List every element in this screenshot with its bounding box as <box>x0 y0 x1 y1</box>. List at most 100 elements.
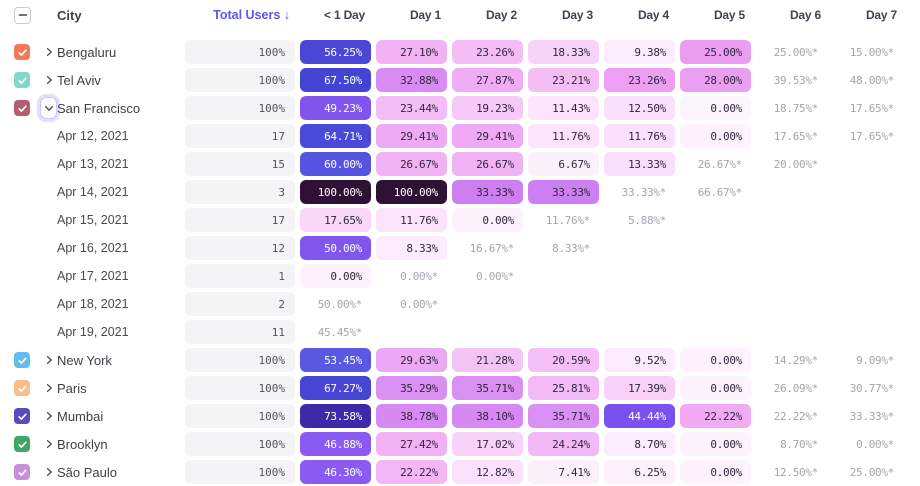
retention-cell[interactable]: 29.41% <box>452 124 523 148</box>
column-header-day-4[interactable]: Day 4 <box>604 4 680 26</box>
retention-cell[interactable]: 67.50% <box>300 68 371 92</box>
chevron-cell <box>40 66 57 94</box>
chevron-right-icon <box>46 411 52 421</box>
retention-cell[interactable]: 38.10% <box>452 404 523 428</box>
retention-cell[interactable]: 0.00% <box>680 432 751 456</box>
row-checkbox[interactable] <box>14 44 30 60</box>
retention-cell[interactable]: 26.67% <box>376 152 447 176</box>
retention-cell[interactable]: 23.44% <box>376 96 447 120</box>
retention-cell[interactable]: 19.23% <box>452 96 523 120</box>
row-checkbox[interactable] <box>14 100 30 116</box>
retention-cell[interactable]: 22.22% <box>376 460 447 484</box>
retention-cell[interactable]: 11.76% <box>376 208 447 232</box>
select-all-checkbox[interactable] <box>14 6 31 24</box>
row-checkbox[interactable] <box>14 408 30 424</box>
retention-cell[interactable]: 28.00% <box>680 68 751 92</box>
retention-cell[interactable]: 29.41% <box>376 124 447 148</box>
retention-cell[interactable]: 13.33% <box>604 152 675 176</box>
retention-cell[interactable]: 27.10% <box>376 40 447 64</box>
retention-cell[interactable]: 21.28% <box>452 348 523 372</box>
expand-chevron[interactable] <box>40 351 57 369</box>
retention-cell[interactable]: 50.00% <box>300 236 371 260</box>
retention-cell[interactable]: 22.22% <box>680 404 751 428</box>
retention-cell[interactable]: 46.30% <box>300 460 371 484</box>
expand-chevron[interactable] <box>40 43 57 61</box>
column-header-day-0[interactable]: < 1 Day <box>300 4 376 26</box>
retention-cell[interactable]: 8.70% <box>604 432 675 456</box>
retention-cell[interactable]: 11.43% <box>528 96 599 120</box>
retention-cell[interactable]: 64.71% <box>300 124 371 148</box>
retention-cell[interactable]: 7.41% <box>528 460 599 484</box>
retention-cell[interactable]: 12.50% <box>604 96 675 120</box>
retention-cell[interactable]: 35.71% <box>528 404 599 428</box>
retention-cell[interactable]: 23.26% <box>604 68 675 92</box>
column-header-day-6[interactable]: Day 6 <box>756 4 832 26</box>
column-header-day-2[interactable]: Day 2 <box>452 4 528 26</box>
expand-chevron[interactable] <box>40 71 57 89</box>
retention-cell[interactable]: 11.76% <box>604 124 675 148</box>
expand-chevron[interactable] <box>40 407 57 425</box>
retention-cell[interactable]: 0.00% <box>680 96 751 120</box>
retention-cell[interactable]: 38.78% <box>376 404 447 428</box>
column-header-day-1[interactable]: Day 1 <box>376 4 452 26</box>
retention-cell[interactable]: 20.59% <box>528 348 599 372</box>
retention-cell[interactable]: 33.33% <box>528 180 599 204</box>
column-header-day-7[interactable]: Day 7 <box>832 4 908 26</box>
retention-cell[interactable]: 44.44% <box>604 404 675 428</box>
retention-cell[interactable]: 100.00% <box>300 180 371 204</box>
retention-cell[interactable]: 49.23% <box>300 96 371 120</box>
retention-cell[interactable]: 33.33% <box>452 180 523 204</box>
retention-cell: 0.00%* <box>476 269 514 283</box>
retention-cell[interactable]: 6.67% <box>528 152 599 176</box>
row-checkbox[interactable] <box>14 352 30 368</box>
retention-cell[interactable]: 32.88% <box>376 68 447 92</box>
retention-cell-slot: 24.24% <box>528 430 604 458</box>
expand-chevron[interactable] <box>40 435 57 453</box>
retention-cell[interactable]: 35.29% <box>376 376 447 400</box>
retention-cell[interactable]: 0.00% <box>680 348 751 372</box>
retention-cell[interactable]: 9.38% <box>604 40 675 64</box>
retention-cell-slot: 73.58% <box>300 402 376 430</box>
retention-cell[interactable]: 8.33% <box>376 236 447 260</box>
row-checkbox[interactable] <box>14 380 30 396</box>
column-header-day-3[interactable]: Day 3 <box>528 4 604 26</box>
retention-cell[interactable]: 27.87% <box>452 68 523 92</box>
retention-cell[interactable]: 0.00% <box>680 460 751 484</box>
column-header-total-users[interactable]: Total Users ↓ <box>213 8 290 22</box>
retention-cell[interactable]: 35.71% <box>452 376 523 400</box>
retention-cell[interactable]: 100.00% <box>376 180 447 204</box>
retention-cell[interactable]: 23.26% <box>452 40 523 64</box>
retention-cell[interactable]: 27.42% <box>376 432 447 456</box>
retention-cell[interactable]: 17.02% <box>452 432 523 456</box>
retention-cell[interactable]: 0.00% <box>680 124 751 148</box>
retention-cell[interactable]: 11.76% <box>528 124 599 148</box>
retention-cell[interactable]: 0.00% <box>680 376 751 400</box>
retention-cell[interactable]: 25.00% <box>680 40 751 64</box>
retention-cell[interactable]: 9.52% <box>604 348 675 372</box>
retention-cell[interactable]: 56.25% <box>300 40 371 64</box>
retention-cell[interactable]: 46.88% <box>300 432 371 456</box>
column-header-day-5[interactable]: Day 5 <box>680 4 756 26</box>
retention-cell[interactable]: 0.00% <box>452 208 523 232</box>
retention-cell[interactable]: 0.00% <box>300 264 371 288</box>
row-checkbox[interactable] <box>14 436 30 452</box>
retention-cell[interactable]: 67.27% <box>300 376 371 400</box>
row-checkbox[interactable] <box>14 72 30 88</box>
retention-cell[interactable]: 26.67% <box>452 152 523 176</box>
retention-cell[interactable]: 73.58% <box>300 404 371 428</box>
retention-cell[interactable]: 25.81% <box>528 376 599 400</box>
retention-cell[interactable]: 17.39% <box>604 376 675 400</box>
collapse-chevron[interactable] <box>40 97 57 119</box>
retention-cell[interactable]: 24.24% <box>528 432 599 456</box>
retention-cell[interactable]: 53.45% <box>300 348 371 372</box>
retention-cell[interactable]: 60.00% <box>300 152 371 176</box>
retention-cell[interactable]: 18.33% <box>528 40 599 64</box>
retention-cell[interactable]: 29.63% <box>376 348 447 372</box>
retention-cell[interactable]: 17.65% <box>300 208 371 232</box>
row-checkbox[interactable] <box>14 464 30 480</box>
retention-cell[interactable]: 6.25% <box>604 460 675 484</box>
expand-chevron[interactable] <box>40 463 57 481</box>
expand-chevron[interactable] <box>40 379 57 397</box>
retention-cell[interactable]: 23.21% <box>528 68 599 92</box>
retention-cell[interactable]: 12.82% <box>452 460 523 484</box>
